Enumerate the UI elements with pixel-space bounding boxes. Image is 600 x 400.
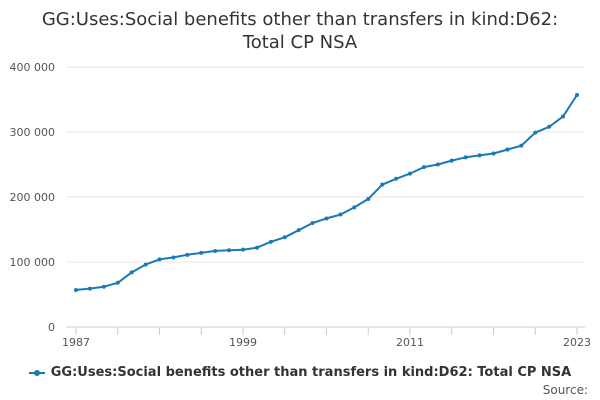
data-point[interactable] [338, 212, 343, 217]
data-point[interactable] [324, 216, 329, 221]
data-point[interactable] [157, 257, 162, 262]
data-point[interactable] [268, 239, 273, 244]
y-tick-label: 200 000 [10, 191, 56, 204]
data-point[interactable] [296, 228, 301, 233]
data-point[interactable] [74, 287, 78, 292]
series-group [74, 92, 579, 292]
data-point[interactable] [87, 286, 92, 291]
data-point[interactable] [282, 235, 287, 240]
data-point[interactable] [491, 151, 496, 156]
source-label: Source: [542, 383, 588, 397]
data-point[interactable] [227, 248, 232, 253]
data-point[interactable] [129, 270, 134, 275]
data-point[interactable] [408, 171, 412, 176]
y-tick-label: 100 000 [10, 256, 56, 269]
data-point[interactable] [519, 143, 524, 148]
x-axis [66, 326, 585, 335]
x-tick-label: 2011 [396, 336, 424, 349]
data-point[interactable] [115, 280, 120, 285]
legend-item[interactable]: GG:Uses:Social benefits other than trans… [28, 365, 572, 380]
data-point[interactable] [171, 255, 176, 260]
data-point[interactable] [366, 196, 371, 201]
legend-line-marker-icon [28, 367, 45, 379]
legend: GG:Uses:Social benefits other than trans… [0, 365, 600, 383]
data-point[interactable] [575, 92, 579, 97]
chart-title: GG:Uses:Social benefits other than trans… [0, 8, 600, 54]
chart-title-line-1: GG:Uses:Social benefits other than trans… [41, 9, 559, 30]
y-axis-labels: 0 100 000 200 000 300 000 400 000 [10, 61, 56, 334]
series-line [75, 94, 578, 291]
data-point[interactable] [477, 153, 482, 158]
data-point[interactable] [449, 158, 454, 163]
data-point[interactable] [533, 130, 538, 135]
data-point[interactable] [199, 250, 204, 255]
data-point[interactable] [310, 221, 315, 225]
y-tick-label: 300 000 [10, 126, 56, 139]
data-point[interactable] [421, 165, 426, 170]
data-point[interactable] [185, 252, 190, 257]
data-point[interactable] [505, 147, 510, 152]
data-point[interactable] [561, 114, 566, 119]
data-point[interactable] [101, 284, 106, 289]
data-point[interactable] [394, 176, 399, 181]
y-tick-label: 0 [48, 321, 55, 334]
data-point[interactable] [547, 124, 552, 129]
legend-label: GG:Uses:Social benefits other than trans… [50, 365, 572, 380]
data-point[interactable] [254, 245, 259, 250]
data-point[interactable] [380, 182, 385, 187]
data-point[interactable] [435, 162, 440, 167]
chart-title-line-2: Total CP NSA [242, 32, 358, 53]
data-point[interactable] [463, 155, 468, 160]
data-point[interactable] [241, 247, 245, 252]
x-axis-labels: 1987 1999 2011 2023 [62, 336, 591, 349]
x-tick-label: 1999 [229, 336, 257, 349]
data-point[interactable] [352, 205, 357, 210]
x-tick-label: 2023 [563, 336, 591, 349]
data-point[interactable] [143, 262, 148, 267]
x-tick-label: 1987 [62, 336, 90, 349]
y-tick-label: 400 000 [10, 61, 56, 74]
data-point[interactable] [213, 248, 218, 253]
grid-lines [66, 66, 585, 263]
